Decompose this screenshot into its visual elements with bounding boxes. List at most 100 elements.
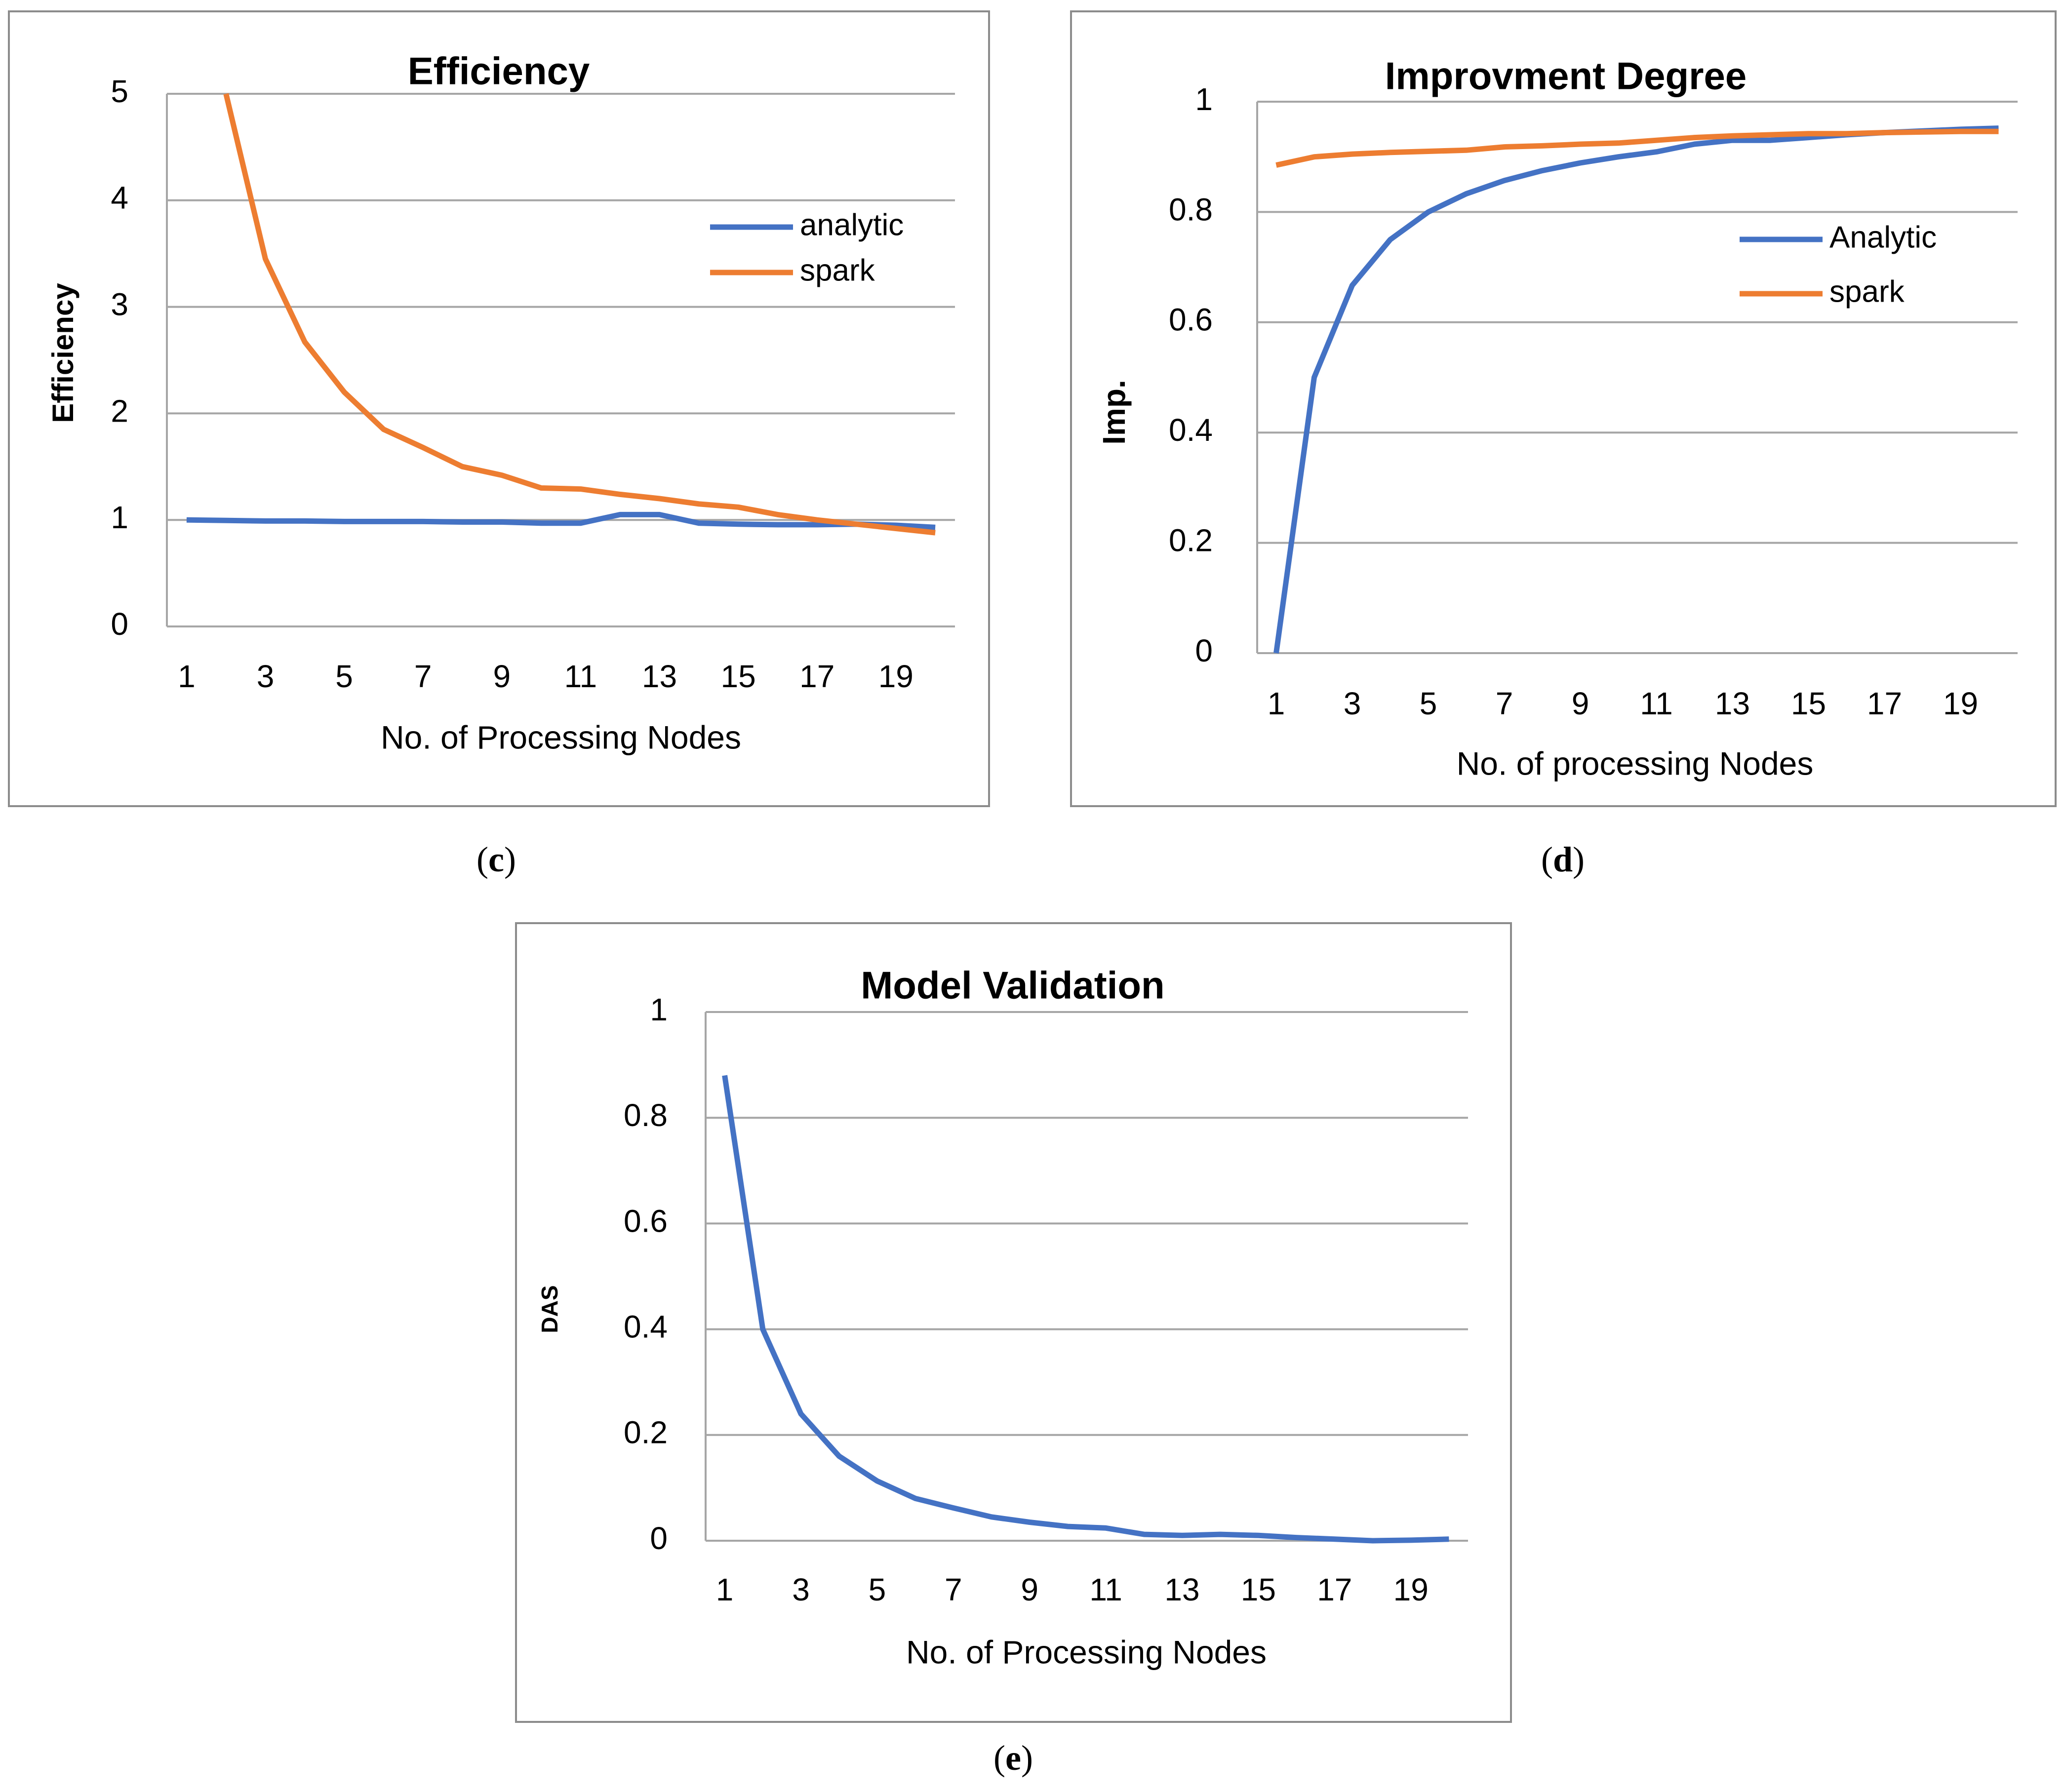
data-point-spark <box>1921 130 1925 134</box>
data-point-das <box>799 1412 803 1416</box>
data-point-analytic <box>618 512 622 516</box>
data-point-das <box>913 1496 917 1500</box>
x-tick-label: 9 <box>1021 1572 1038 1607</box>
x-tick-label: 13 <box>642 659 677 694</box>
y-tick-label: 1 <box>650 992 668 1027</box>
data-point-analytic <box>1274 651 1278 655</box>
y-tick-label: 0.2 <box>624 1415 668 1450</box>
data-point-analytic <box>303 519 307 523</box>
x-tick-label: 7 <box>1496 686 1513 721</box>
data-point-spark <box>658 497 662 501</box>
data-point-das <box>990 1515 993 1519</box>
efficiency-chart-panel: 0 1 2 3 4 5 1 3 5 7 9 11 13 15 17 19 Efficiency No. of Pr… <box>8 10 990 807</box>
y-tick-label: 2 <box>111 393 128 429</box>
x-tick-label: 3 <box>1344 686 1361 721</box>
data-point-das <box>1371 1539 1375 1543</box>
y-tick-label: 0.2 <box>1169 523 1213 558</box>
y-tick-label: 5 <box>111 74 128 109</box>
y-tick-label: 0.6 <box>1169 302 1213 338</box>
data-point-spark <box>1845 132 1849 136</box>
chart-title: Model Validation <box>861 964 1164 1007</box>
data-point-spark <box>382 428 386 431</box>
legend-label-analytic: Analytic <box>1829 220 1937 254</box>
series-line-spark <box>1275 128 1999 168</box>
data-point-analytic <box>1541 169 1545 173</box>
caption-c: (c) <box>477 840 516 879</box>
data-point-spark <box>1274 163 1278 167</box>
data-point-spark <box>894 527 898 531</box>
caption-e-letter: e <box>1005 1738 1021 1778</box>
data-point-das <box>1447 1537 1451 1541</box>
data-point-analytic <box>500 520 504 524</box>
data-point-analytic <box>1579 161 1583 165</box>
data-point-spark <box>1503 145 1507 149</box>
data-point-analytic <box>1389 237 1392 241</box>
y-axis-label: Imp. <box>1096 380 1132 445</box>
x-tick-label: 17 <box>1317 1572 1352 1607</box>
y-tick-label: 0.4 <box>1169 412 1213 448</box>
data-point-spark <box>618 492 622 496</box>
x-tick-label: 11 <box>564 659 597 694</box>
data-point-analytic <box>1312 376 1316 380</box>
data-point-das <box>1180 1533 1184 1537</box>
data-point-spark <box>579 487 583 491</box>
data-point-spark <box>539 486 543 490</box>
x-tick-label: 1 <box>716 1572 734 1607</box>
data-point-analytic <box>382 519 386 523</box>
x-tick-label: 17 <box>799 659 834 694</box>
data-point-spark <box>461 465 465 468</box>
data-point-analytic <box>658 512 662 516</box>
data-point-analytic <box>1769 138 1773 142</box>
data-point-analytic <box>1693 142 1697 146</box>
data-point-das <box>1104 1526 1108 1530</box>
improvement-chart: 00.20.40.60.811 3 5 7 9 11 13 15 17 19Improvment … <box>1096 54 2018 781</box>
data-point-spark <box>1617 141 1621 145</box>
caption-e: (e) <box>993 1738 1033 1778</box>
data-point-spark <box>1997 129 2001 133</box>
data-point-analytic <box>185 518 189 522</box>
data-point-spark <box>1959 129 1963 133</box>
data-point-spark <box>1693 136 1697 140</box>
x-tick-label: 13 <box>1164 1572 1199 1607</box>
x-tick-label: 17 <box>1867 686 1902 721</box>
data-point-analytic <box>933 525 937 529</box>
data-point-das <box>952 1506 955 1510</box>
data-point-das <box>875 1479 879 1483</box>
x-tick-label: 19 <box>1943 686 1978 721</box>
data-point-spark <box>1807 132 1811 136</box>
data-point-spark <box>342 390 346 394</box>
data-point-das <box>1295 1536 1299 1540</box>
data-point-spark <box>1769 133 1773 137</box>
chart-title: Improvment Degree <box>1385 54 1747 98</box>
y-axis-label: DAS <box>537 1285 562 1333</box>
y-tick-label: 4 <box>111 180 128 216</box>
data-point-analytic <box>579 521 583 525</box>
x-tick-label: 7 <box>414 659 432 694</box>
y-tick-label: 0.6 <box>624 1203 668 1239</box>
data-point-das <box>1218 1532 1222 1536</box>
data-point-spark <box>697 502 701 506</box>
data-point-spark <box>500 473 504 477</box>
x-tick-label: 15 <box>1791 686 1826 721</box>
data-point-spark <box>1350 152 1354 156</box>
data-point-analytic <box>697 521 701 525</box>
x-tick-label: 5 <box>869 1572 886 1607</box>
data-point-das <box>1142 1532 1146 1536</box>
legend-label-analytic: analytic <box>800 208 904 242</box>
data-point-analytic <box>461 520 465 524</box>
x-tick-label: 13 <box>1715 686 1750 721</box>
x-tick-label: 19 <box>1393 1572 1429 1607</box>
data-point-spark <box>303 340 307 344</box>
x-tick-label: 5 <box>335 659 353 694</box>
data-point-das <box>837 1454 841 1458</box>
data-point-analytic <box>776 523 780 527</box>
data-point-spark <box>1883 131 1887 135</box>
legend-label-spark: spark <box>1829 274 1905 309</box>
data-point-analytic <box>224 518 228 522</box>
data-point-spark <box>421 446 425 450</box>
series-line-das <box>722 1075 1449 1544</box>
data-point-analytic <box>1655 150 1659 154</box>
y-tick-label: 0.8 <box>1169 192 1213 227</box>
data-point-spark <box>855 522 859 526</box>
